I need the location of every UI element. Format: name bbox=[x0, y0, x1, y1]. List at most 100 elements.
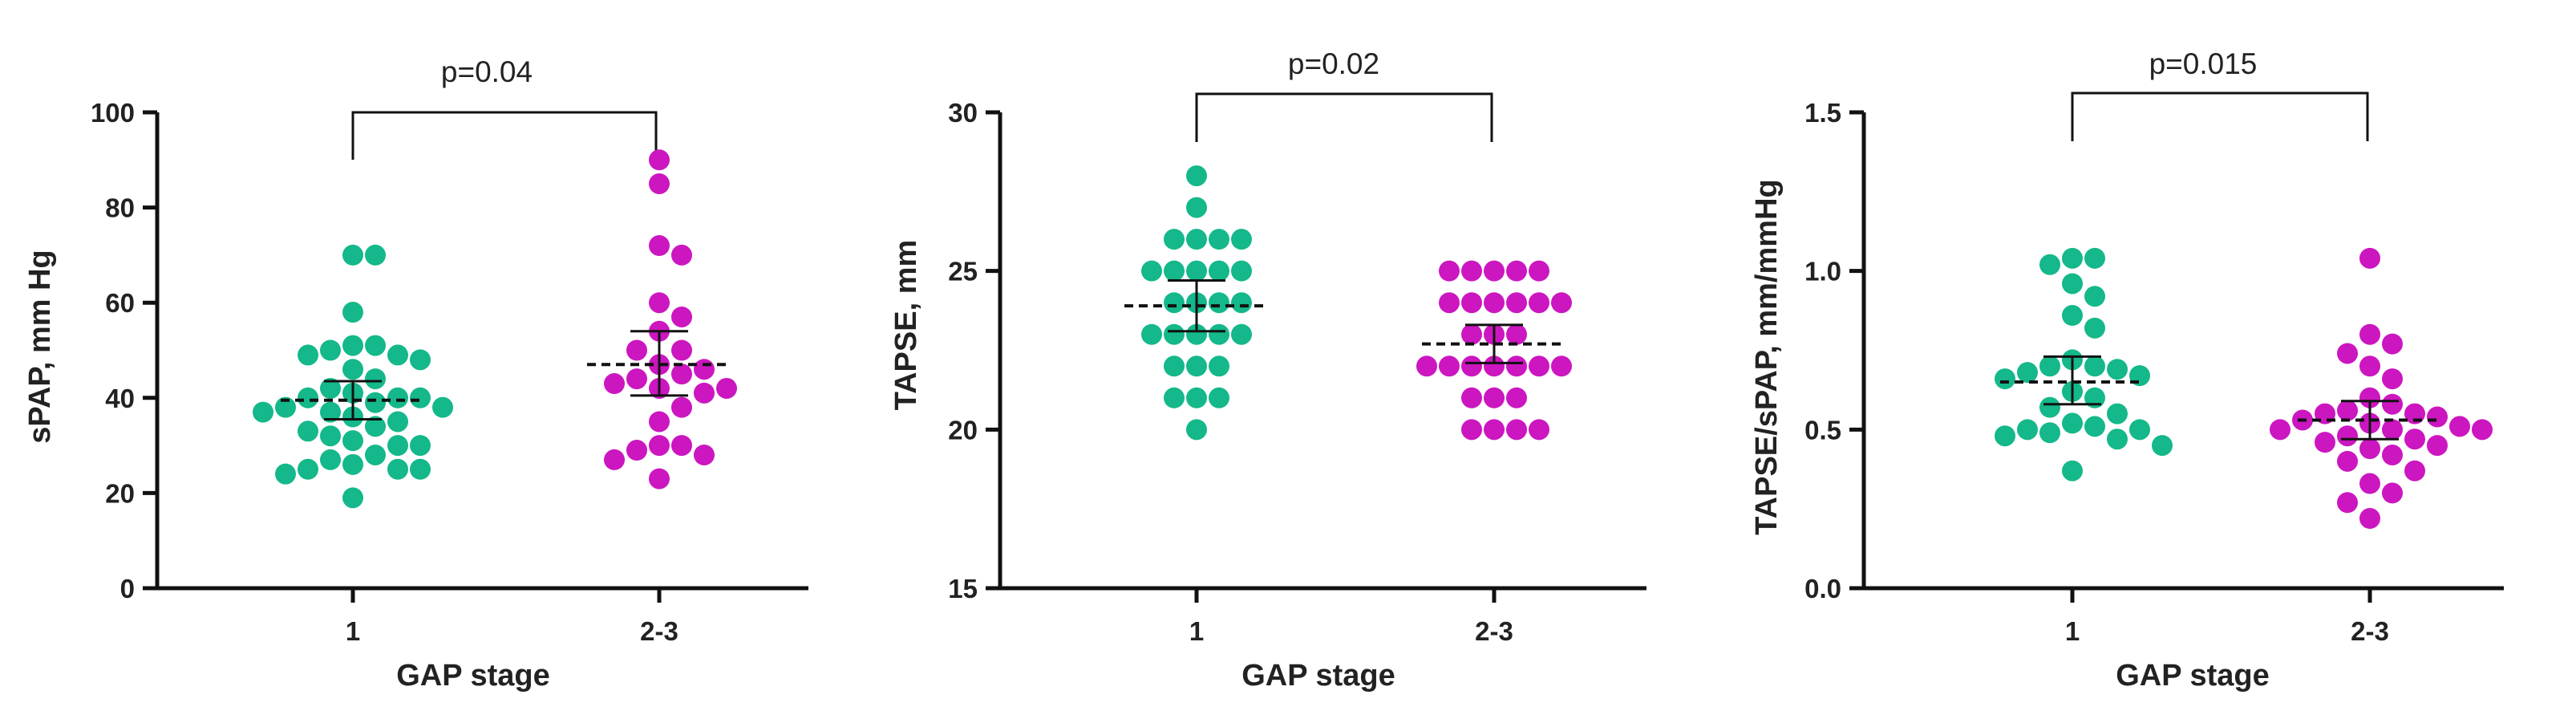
data-point bbox=[2359, 355, 2380, 377]
data-point bbox=[1186, 323, 1207, 345]
data-point bbox=[2039, 396, 2060, 418]
data-point bbox=[2427, 406, 2448, 428]
y-tick-label: 60 bbox=[105, 288, 135, 318]
data-point bbox=[298, 420, 318, 442]
data-point bbox=[1461, 292, 1482, 314]
data-point bbox=[387, 387, 408, 408]
p-value-label: p=0.015 bbox=[2149, 47, 2258, 80]
data-point bbox=[649, 235, 670, 257]
data-point bbox=[1141, 260, 1162, 282]
panel-spap: p=0.04 sPAP, mm Hg GAP stage 1 2-3 0 20 40… bbox=[23, 55, 808, 693]
data-point bbox=[365, 444, 386, 465]
data-point bbox=[320, 339, 341, 361]
y-tick-label: 40 bbox=[105, 384, 135, 413]
data-point bbox=[1529, 419, 1549, 441]
data-point bbox=[275, 396, 296, 418]
data-point bbox=[2382, 482, 2403, 504]
data-point bbox=[694, 444, 715, 465]
data-point bbox=[365, 416, 386, 437]
data-point bbox=[649, 468, 670, 490]
data-point bbox=[410, 435, 431, 457]
data-point bbox=[1439, 355, 1460, 377]
data-point bbox=[649, 435, 670, 457]
data-point bbox=[320, 401, 341, 423]
data-point bbox=[320, 425, 341, 447]
data-point bbox=[410, 349, 431, 371]
data-point bbox=[1529, 292, 1549, 314]
data-point bbox=[1506, 419, 1527, 441]
data-point bbox=[2039, 254, 2060, 275]
data-point bbox=[604, 449, 625, 470]
data-point bbox=[1186, 355, 1207, 377]
data-point bbox=[1484, 292, 1505, 314]
data-point bbox=[649, 292, 670, 314]
data-point bbox=[2382, 419, 2403, 441]
data-point bbox=[365, 392, 386, 413]
data-point bbox=[2062, 247, 2083, 269]
data-point bbox=[387, 411, 408, 433]
data-point bbox=[1551, 292, 1572, 314]
data-point bbox=[1461, 419, 1482, 441]
data-point bbox=[2404, 460, 2425, 481]
data-point bbox=[671, 339, 692, 361]
y-tick-label: 20 bbox=[948, 415, 978, 445]
data-point bbox=[2382, 333, 2403, 355]
data-point bbox=[649, 149, 670, 171]
x-axis-title: GAP stage bbox=[1241, 659, 1395, 693]
data-point bbox=[2129, 419, 2150, 441]
data-point bbox=[365, 335, 386, 356]
x-tick-label-2-3: 2-3 bbox=[2351, 616, 2389, 646]
y-tick-label: 100 bbox=[91, 98, 135, 128]
x-axis-title: GAP stage bbox=[2116, 659, 2269, 693]
data-point bbox=[2107, 359, 2128, 380]
data-point bbox=[1484, 355, 1505, 377]
panel-tapse-spap: p=0.015 TAPSE/sPAP, mm/mmHg GAP stage 1 … bbox=[1750, 47, 2504, 693]
data-point bbox=[410, 387, 431, 408]
data-point bbox=[671, 396, 692, 418]
y-tick-label: 20 bbox=[105, 478, 135, 508]
p-value-label: p=0.04 bbox=[441, 55, 533, 88]
data-point bbox=[2337, 400, 2358, 421]
data-point bbox=[298, 344, 318, 366]
data-point bbox=[626, 440, 647, 461]
data-point bbox=[1231, 323, 1252, 345]
data-point bbox=[2270, 419, 2290, 441]
y-tick-label: 25 bbox=[948, 257, 978, 286]
data-point bbox=[1439, 260, 1460, 282]
x-axis-title: GAP stage bbox=[396, 659, 549, 693]
data-point bbox=[1186, 260, 1207, 282]
significance-bracket bbox=[1195, 92, 1493, 142]
data-point bbox=[1186, 387, 1207, 408]
data-point bbox=[1164, 260, 1185, 282]
data-point bbox=[1529, 355, 1549, 377]
y-tick-label: 1.0 bbox=[1804, 257, 1841, 286]
data-point bbox=[626, 339, 647, 361]
data-point bbox=[342, 430, 363, 452]
x-tick-label-1: 1 bbox=[2065, 616, 2080, 646]
p-value-label: p=0.02 bbox=[1288, 47, 1379, 80]
data-point bbox=[1506, 292, 1527, 314]
data-point bbox=[649, 173, 670, 194]
data-point bbox=[1209, 355, 1229, 377]
data-point bbox=[1164, 292, 1185, 314]
data-point bbox=[2039, 422, 2060, 444]
data-point bbox=[1484, 419, 1505, 441]
data-point bbox=[1506, 387, 1527, 408]
data-point bbox=[1461, 387, 1482, 408]
data-point bbox=[1439, 292, 1460, 314]
y-tick-label: 0 bbox=[120, 574, 135, 603]
data-point bbox=[1461, 260, 1482, 282]
data-point bbox=[342, 453, 363, 475]
data-point bbox=[275, 463, 296, 485]
data-point bbox=[365, 244, 386, 266]
data-point bbox=[694, 382, 715, 404]
y-tick-label: 1.5 bbox=[1804, 98, 1841, 128]
data-point bbox=[2062, 412, 2083, 434]
y-tick-label: 15 bbox=[948, 574, 978, 603]
data-point bbox=[2062, 305, 2083, 327]
data-point bbox=[2084, 247, 2105, 269]
data-point bbox=[387, 435, 408, 457]
data-point bbox=[2084, 355, 2105, 377]
data-point bbox=[2107, 403, 2128, 425]
y-tick-label: 80 bbox=[105, 193, 135, 223]
